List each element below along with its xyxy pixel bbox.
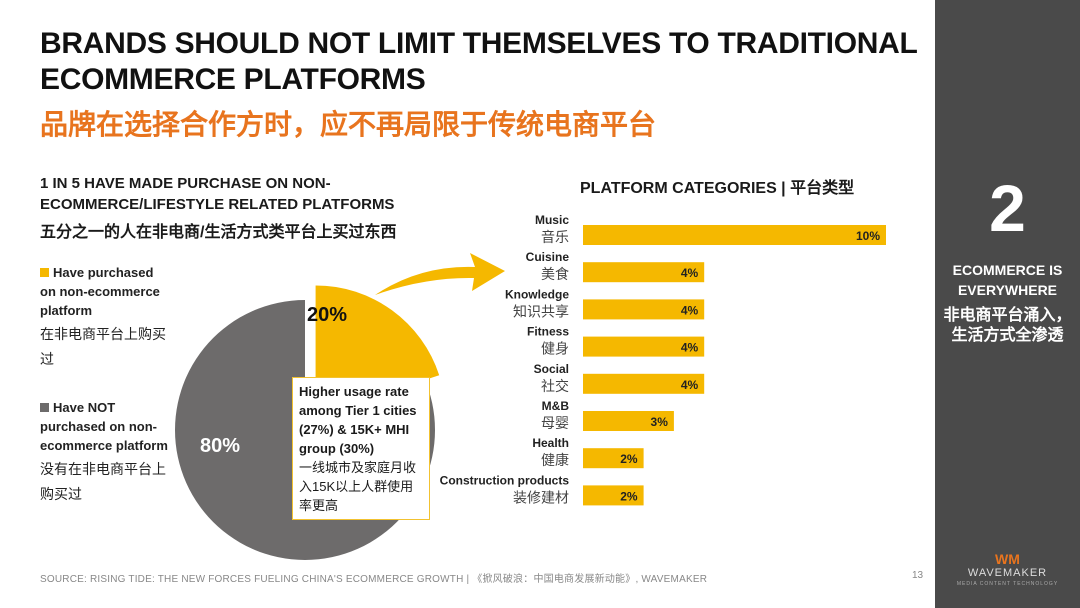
bar-value-label: 10% (856, 229, 880, 243)
bar-chart: Music 音乐 10% Cuisine 美食 4% Knowledge 知识共享 4% Fitn… (430, 205, 900, 515)
page-number: 13 (912, 570, 924, 581)
legend-label-purchased-cn: 在非电商平台上购买过 (40, 326, 166, 367)
section-number: 2 (989, 171, 1026, 245)
bar-category-label-cn: 音乐 (541, 229, 569, 245)
left-heading: 1 IN 5 HAVE MADE PURCHASE ON NON-ECOMMER… (40, 175, 395, 213)
pie-label-purchased: 20% (307, 304, 348, 326)
bar-chart-svg: Music 音乐 10% Cuisine 美食 4% Knowledge 知识共享 4% Fitn… (440, 213, 886, 506)
section-title: ECOMMERCE IS EVERYWHERE (952, 262, 1063, 298)
bar (583, 411, 674, 431)
source-footer: SOURCE: RISING TIDE: THE NEW FORCES FUEL… (40, 574, 708, 585)
legend-item-not-purchased: Have NOT purchased on non-ecommerce plat… (40, 398, 170, 507)
bar-value-label: 4% (681, 378, 699, 392)
bar-value-label: 4% (681, 341, 699, 355)
bar-category-label: Cuisine (526, 250, 570, 264)
bar-value-label: 4% (681, 266, 699, 280)
callout-text-cn: 一线城市及家庭月收入15K以上人群使用率更高 (299, 460, 417, 513)
bar-category-label: Construction products (440, 473, 570, 487)
arrow-icon (375, 253, 505, 295)
bar (583, 485, 644, 506)
logo-mark: WM (995, 551, 1020, 567)
legend-swatch-not-purchased (40, 403, 49, 412)
bar-value-label: 4% (681, 303, 699, 317)
bar-category-label-cn: 社交 (541, 378, 569, 394)
callout-box: Higher usage rate among Tier 1 cities (2… (292, 377, 430, 520)
bar-category-label-cn: 健康 (541, 452, 569, 468)
bar-category-label: M&B (542, 399, 570, 413)
bar (583, 448, 644, 469)
bar-category-label-cn: 母婴 (541, 415, 569, 431)
section-title-cn: 非电商平台涌入，生活方式全渗透 (943, 307, 1072, 344)
page-title: BRANDS SHOULD NOT LIMIT THEMSELVES TO TR… (40, 27, 917, 96)
bar-category-label: Social (534, 362, 569, 376)
bar-category-label: Fitness (527, 325, 569, 339)
bar-category-label-cn: 健身 (541, 341, 569, 357)
bar (583, 299, 705, 320)
legend-swatch-purchased (40, 268, 49, 277)
bar (583, 336, 705, 357)
logo-tagline: MEDIA CONTENT TECHNOLOGY (956, 581, 1059, 587)
bar-value-label: 2% (620, 452, 638, 466)
legend-label-not-purchased: Have NOT purchased on non-ecommerce plat… (40, 400, 168, 453)
bar-category-label: Music (535, 213, 569, 227)
wavemaker-logo: WM WAVEMAKER MEDIA CONTENT TECHNOLOGY (935, 552, 1080, 588)
legend-label-not-purchased-cn: 没有在非电商平台上购买过 (40, 461, 166, 502)
bar (583, 225, 886, 245)
bar (583, 373, 705, 394)
right-heading: PLATFORM CATEGORIES | 平台类型 (580, 180, 855, 197)
bar-value-label: 3% (651, 415, 669, 429)
page-title-cn: 品牌在选择合作方时，应不再局限于传统电商平台 (40, 109, 657, 140)
logo-name: WAVEMAKER (967, 567, 1048, 579)
left-heading-cn: 五分之一的人在非电商/生活方式类平台上买过东西 (40, 224, 397, 241)
bar-category-label-cn: 装修建材 (513, 489, 569, 505)
bar-category-label-cn: 美食 (541, 266, 569, 282)
bar (583, 262, 705, 283)
callout-text: Higher usage rate among Tier 1 cities (2… (299, 384, 417, 456)
legend-label-purchased: Have purchased on non-ecommerce platform (40, 265, 160, 318)
legend-item-purchased: Have purchased on non-ecommerce platform… (40, 263, 170, 372)
bar-category-label: Knowledge (505, 287, 569, 301)
sidebar: 2 ECOMMERCE IS EVERYWHERE 非电商平台涌入，生活方式全渗… (935, 0, 1080, 608)
bar-category-label-cn: 知识共享 (513, 303, 569, 319)
bar-value-label: 2% (620, 489, 638, 503)
bar-category-label: Health (532, 436, 569, 450)
pie-label-not-purchased: 80% (200, 435, 241, 457)
